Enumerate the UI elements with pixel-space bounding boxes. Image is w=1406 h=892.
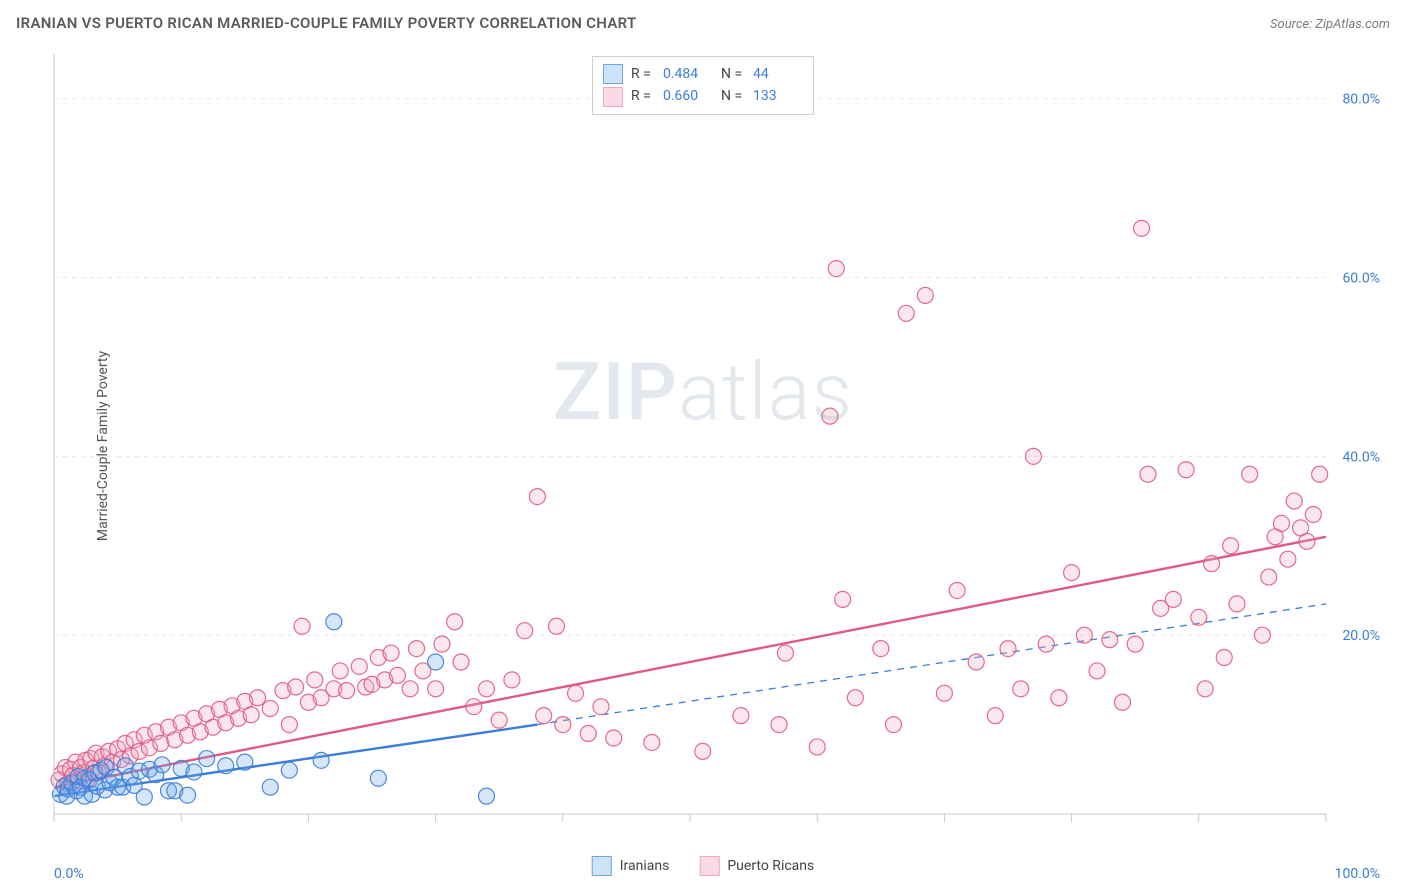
chart-title: IRANIAN VS PUERTO RICAN MARRIED-COUPLE F…: [16, 14, 637, 32]
header: IRANIAN VS PUERTO RICAN MARRIED-COUPLE F…: [16, 14, 1390, 32]
legend-N-label: N =: [721, 63, 745, 85]
scatter-chart: 20.0% 40.0% 60.0% 80.0%: [50, 50, 1386, 832]
correlation-legend-row: R = 0.484 N = 44: [603, 63, 803, 85]
svg-text:60.0%: 60.0%: [1342, 271, 1380, 287]
points-layer: [51, 220, 1328, 805]
y-tick-labels: 20.0% 40.0% 60.0% 80.0%: [1342, 92, 1380, 644]
legend-R-value: 0.660: [663, 85, 713, 107]
svg-text:80.0%: 80.0%: [1342, 92, 1380, 108]
plot-area: 20.0% 40.0% 60.0% 80.0%: [50, 50, 1386, 832]
legend-swatch-puerto-ricans: [603, 87, 623, 107]
legend-N-label: N =: [721, 85, 745, 107]
correlation-legend-row: R = 0.660 N = 133: [603, 85, 803, 107]
series-legend-label: Puerto Ricans: [727, 858, 814, 874]
series-legend-item: Iranians: [592, 856, 670, 876]
series-legend-item: Puerto Ricans: [699, 856, 814, 876]
x-axis-min-label: 0.0%: [54, 866, 84, 882]
x-axis-max-label: 100.0%: [1335, 866, 1380, 882]
series-legend: Iranians Puerto Ricans: [592, 856, 815, 876]
series-legend-label: Iranians: [620, 858, 670, 874]
legend-R-label: R =: [631, 63, 655, 85]
legend-R-label: R =: [631, 85, 655, 107]
legend-swatch-puerto-ricans: [699, 856, 719, 876]
legend-N-value: 44: [753, 63, 803, 85]
grid-layer: [54, 99, 1326, 635]
svg-text:40.0%: 40.0%: [1342, 449, 1380, 465]
legend-swatch-iranians: [603, 64, 623, 84]
legend-N-value: 133: [753, 85, 803, 107]
legend-swatch-iranians: [592, 856, 612, 876]
legend-R-value: 0.484: [663, 63, 713, 85]
correlation-legend: R = 0.484 N = 44 R = 0.660 N = 133: [592, 56, 814, 115]
chart-source: Source: ZipAtlas.com: [1270, 17, 1390, 32]
svg-text:20.0%: 20.0%: [1342, 628, 1380, 644]
